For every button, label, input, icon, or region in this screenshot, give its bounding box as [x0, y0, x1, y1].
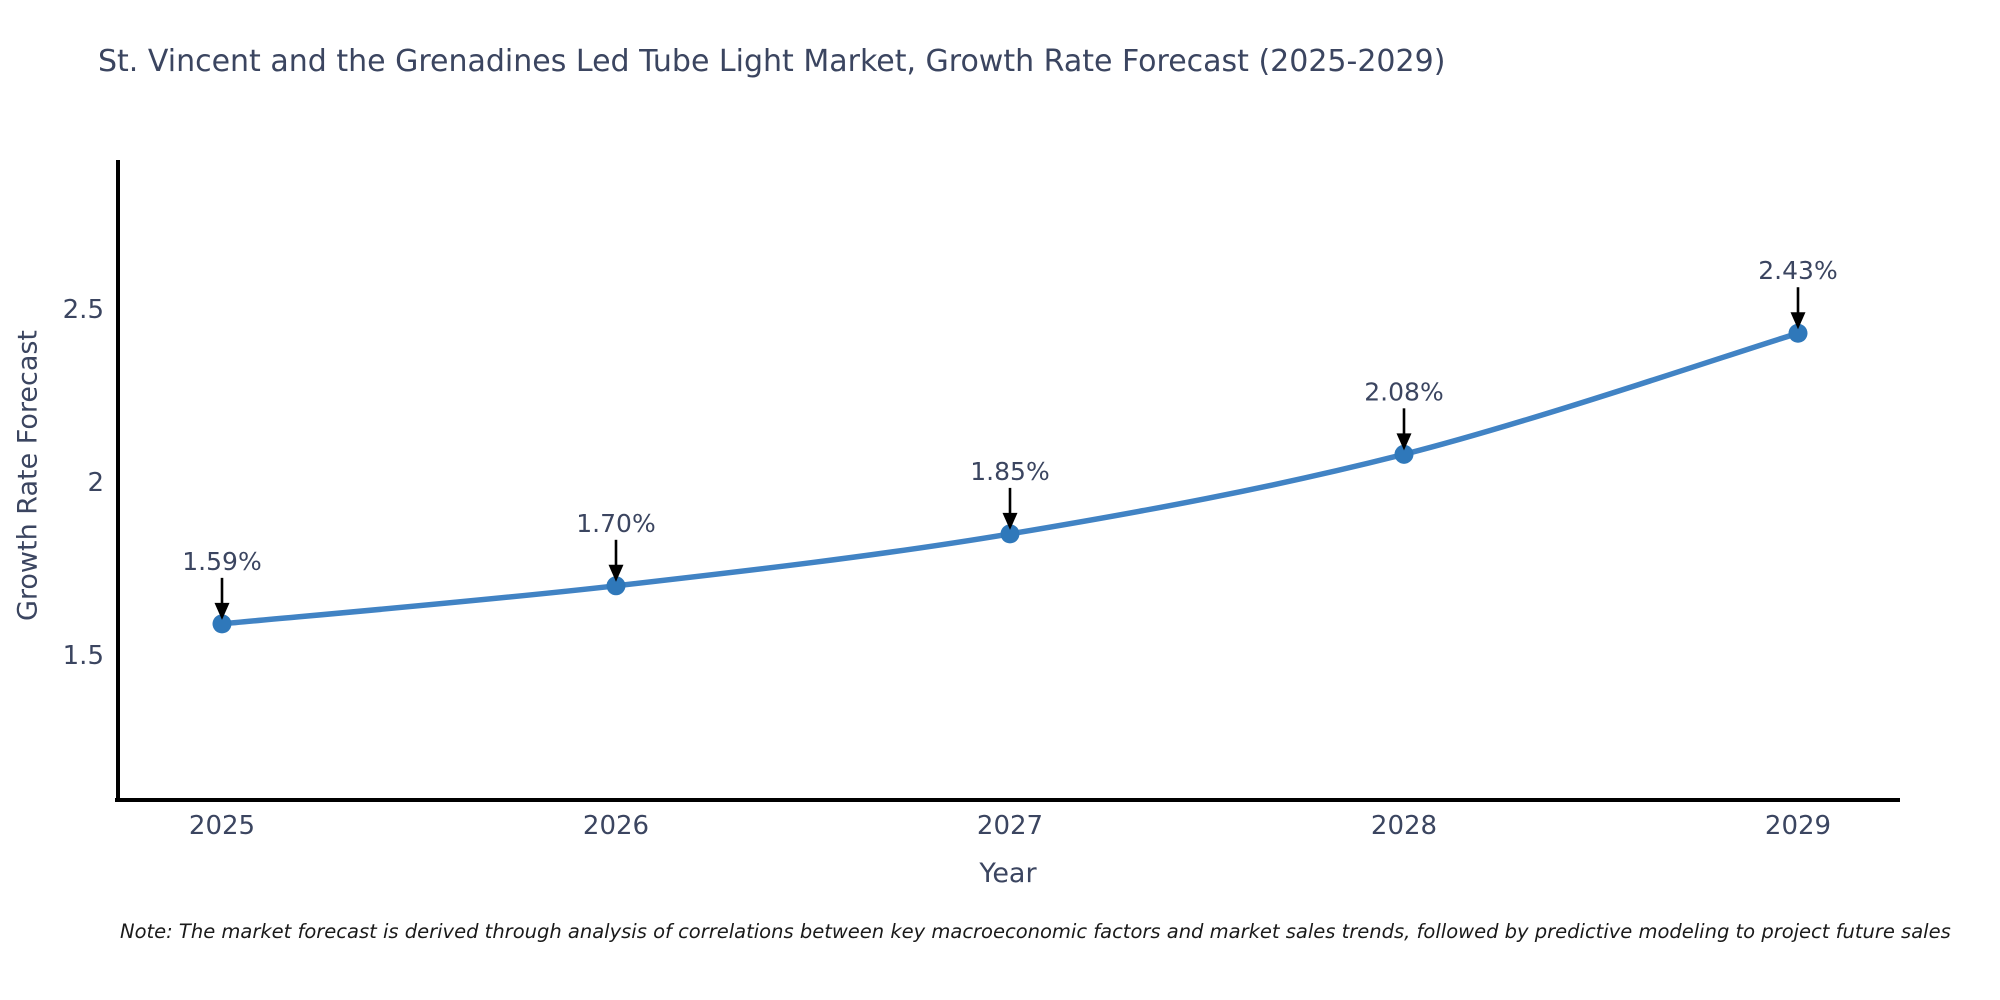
axes-spines: [115, 160, 1900, 802]
annotation-arrow-head: [608, 564, 624, 582]
footnote-text: Note: The market forecast is derived thr…: [120, 920, 1951, 943]
data-point-marker: [1000, 524, 1020, 544]
data-point-label: 1.70%: [576, 509, 655, 538]
data-point-label: 1.85%: [970, 457, 1049, 486]
y-tick-label: 2: [87, 468, 104, 498]
chart-title: St. Vincent and the Grenadines Led Tube …: [98, 44, 1446, 79]
x-tick-label: 2029: [1765, 811, 1831, 841]
x-tick-label: 2025: [189, 811, 255, 841]
annotation-arrow-head: [1002, 512, 1018, 530]
x-tick-label: 2028: [1371, 811, 1437, 841]
data-point-label: 2.43%: [1758, 256, 1837, 285]
y-axis-title: Growth Rate Forecast: [12, 329, 44, 622]
data-point-label: 1.59%: [182, 547, 261, 576]
x-axis-title: Year: [979, 858, 1037, 889]
annotation-arrow-head: [214, 602, 230, 620]
y-tick-label: 2.5: [63, 295, 104, 325]
annotation-arrow-head: [1396, 433, 1412, 451]
x-tick-label: 2026: [583, 811, 649, 841]
data-point-marker: [1394, 444, 1414, 464]
y-tick-label: 1.5: [63, 641, 104, 671]
ticks-layer: 1.5 2 2.5 2025 2026 2027 2028 2029: [63, 295, 1831, 841]
data-point-label: 2.08%: [1364, 377, 1443, 406]
series-layer: [212, 323, 1808, 634]
x-tick-label: 2027: [977, 811, 1043, 841]
data-point-marker: [606, 576, 626, 596]
annotation-layer: 1.59% 1.70% 1.85% 2.08% 2.43%: [182, 256, 1838, 620]
annotation-arrow-head: [1790, 312, 1806, 330]
data-point-marker: [212, 614, 232, 634]
data-point-marker: [1788, 323, 1808, 343]
